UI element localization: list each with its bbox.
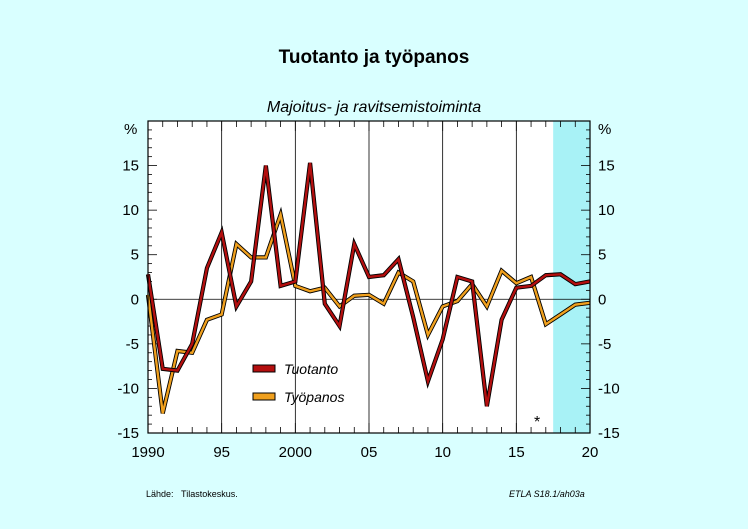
legend-label-tuotanto: Tuotanto <box>284 361 338 377</box>
y-tick-label-left: 10 <box>122 202 139 219</box>
x-tick-label: 05 <box>361 444 378 461</box>
y-tick-label-right: 5 <box>598 247 606 264</box>
axis-labels: 15 15 10 10 5 5 0 0 -5 -5 -10 -10 -15 -15 1990 95 2000 05… <box>117 158 619 461</box>
y-tick-label-right: 0 <box>598 291 606 308</box>
chart-subtitle: Majoitus- ja ravitsemistoiminta <box>266 99 482 116</box>
series-line-tuotanto <box>146 162 591 407</box>
legend-swatch-tuotanto <box>252 364 276 373</box>
y-tick-label-right: -5 <box>598 336 611 353</box>
chart-code: ETLA S18.1/ah03a <box>509 489 585 499</box>
series-line-tyopanos <box>146 210 591 414</box>
forecast-shade <box>553 121 590 433</box>
source-note: Lähde: Tilastokeskus. <box>146 489 238 499</box>
x-tick-label: 1990 <box>131 444 164 461</box>
source-label: Lähde: <box>146 489 174 499</box>
y-tick-label-left: 0 <box>131 291 139 308</box>
series-lines <box>145 162 591 414</box>
y-unit-right: % <box>598 121 611 138</box>
y-tick-label-right: -10 <box>598 380 620 397</box>
legend: Tuotanto Työpanos <box>252 361 344 405</box>
y-tick-label-right: 10 <box>598 202 615 219</box>
x-tick-label: 20 <box>582 444 599 461</box>
y-tick-label-left: -15 <box>117 425 139 442</box>
y-tick-label-left: 15 <box>122 158 139 175</box>
forecast-marker: * <box>534 414 540 431</box>
y-tick-label-right: -15 <box>598 425 620 442</box>
y-tick-label-left: -10 <box>117 380 139 397</box>
y-unit-left: % <box>124 121 137 138</box>
y-tick-label-left: 5 <box>131 247 139 264</box>
x-tick-label: 10 <box>434 444 451 461</box>
chart-title: Tuotanto ja työpanos <box>278 47 470 68</box>
x-tick-label: 95 <box>213 444 230 461</box>
legend-label-tyopanos: Työpanos <box>284 389 344 405</box>
legend-swatch-tyopanos <box>252 392 276 401</box>
y-tick-label-right: 15 <box>598 158 615 175</box>
x-tick-label: 2000 <box>279 444 312 461</box>
x-tick-label: 15 <box>508 444 525 461</box>
plot-border <box>147 120 591 434</box>
source-value: Tilastokeskus. <box>181 489 238 499</box>
y-tick-label-left: -5 <box>126 336 139 353</box>
